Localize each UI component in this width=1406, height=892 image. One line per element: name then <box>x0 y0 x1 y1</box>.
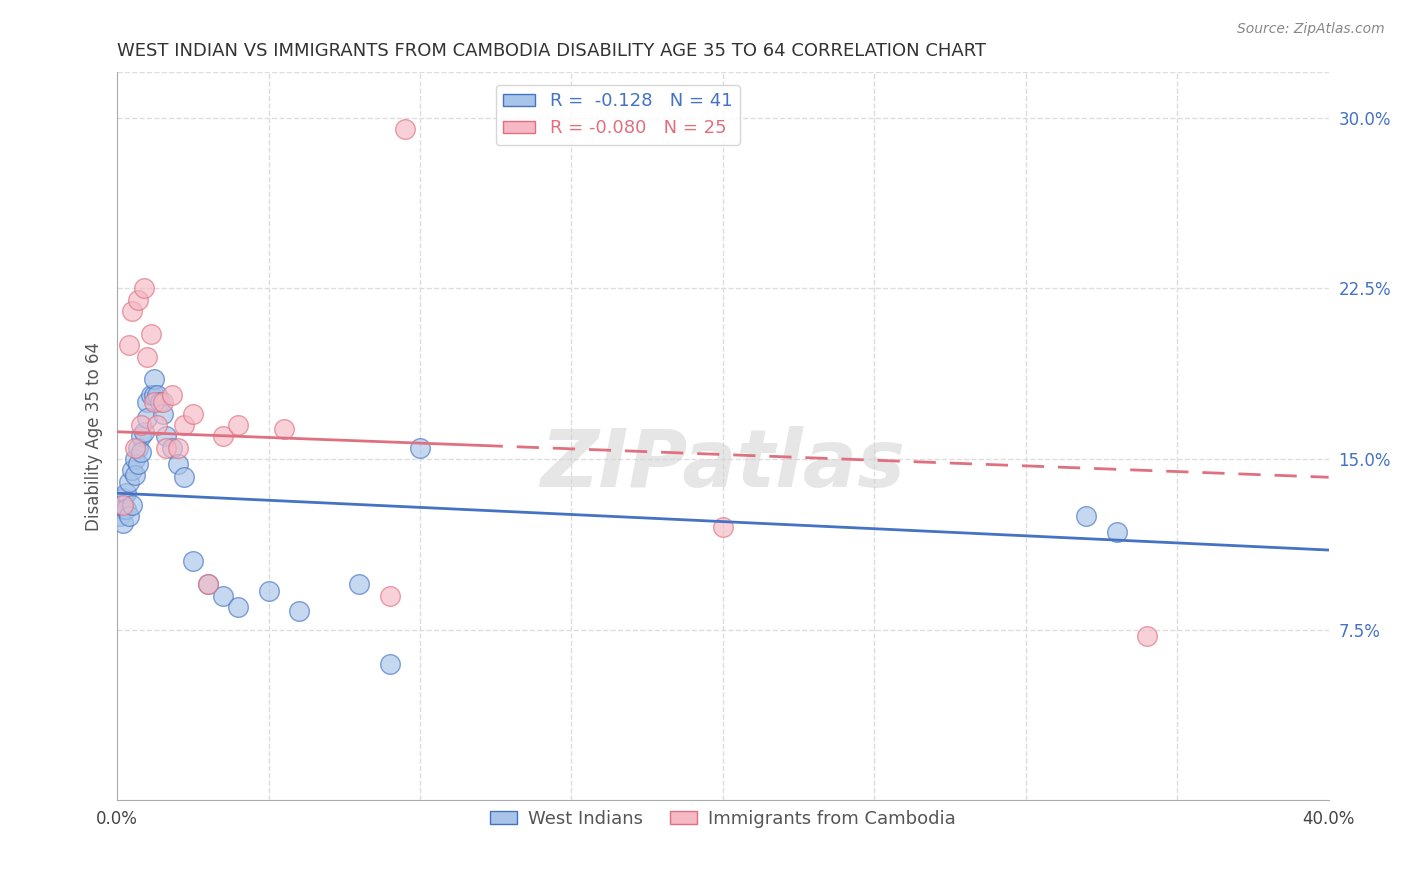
Point <box>115 486 138 500</box>
Point <box>173 417 195 432</box>
Point <box>139 388 162 402</box>
Point <box>273 423 295 437</box>
Point <box>121 463 143 477</box>
Point <box>181 554 204 568</box>
Point <box>155 429 177 443</box>
Point <box>118 475 141 489</box>
Point <box>124 452 146 467</box>
Point <box>134 281 156 295</box>
Point <box>127 293 149 307</box>
Text: WEST INDIAN VS IMMIGRANTS FROM CAMBODIA DISABILITY AGE 35 TO 64 CORRELATION CHAR: WEST INDIAN VS IMMIGRANTS FROM CAMBODIA … <box>117 42 987 60</box>
Point <box>131 445 153 459</box>
Point <box>228 599 250 614</box>
Point <box>124 441 146 455</box>
Point <box>134 425 156 439</box>
Point <box>409 441 432 455</box>
Point <box>197 577 219 591</box>
Point <box>212 429 235 443</box>
Point <box>228 417 250 432</box>
Point <box>142 388 165 402</box>
Text: ZIPatlas: ZIPatlas <box>540 426 905 505</box>
Point <box>121 304 143 318</box>
Text: Source: ZipAtlas.com: Source: ZipAtlas.com <box>1237 22 1385 37</box>
Point <box>181 407 204 421</box>
Point <box>152 395 174 409</box>
Point <box>166 441 188 455</box>
Point <box>212 589 235 603</box>
Point <box>288 604 311 618</box>
Point <box>145 417 167 432</box>
Point <box>145 388 167 402</box>
Point <box>112 502 135 516</box>
Point <box>127 457 149 471</box>
Point <box>149 395 172 409</box>
Point <box>142 372 165 386</box>
Point <box>127 441 149 455</box>
Point <box>257 584 280 599</box>
Point <box>118 338 141 352</box>
Point <box>1076 508 1098 523</box>
Point <box>139 326 162 341</box>
Point <box>131 417 153 432</box>
Point <box>173 470 195 484</box>
Point <box>378 589 401 603</box>
Point <box>378 657 401 671</box>
Point <box>112 491 135 505</box>
Point <box>160 388 183 402</box>
Point <box>160 441 183 455</box>
Point <box>711 520 734 534</box>
Point <box>152 407 174 421</box>
Point <box>110 508 132 523</box>
Point <box>112 516 135 530</box>
Point <box>118 508 141 523</box>
Point <box>349 577 371 591</box>
Point <box>112 498 135 512</box>
Point <box>197 577 219 591</box>
Point <box>136 411 159 425</box>
Point <box>124 467 146 482</box>
Point <box>142 395 165 409</box>
Point <box>1105 524 1128 539</box>
Point <box>155 441 177 455</box>
Point <box>110 498 132 512</box>
Y-axis label: Disability Age 35 to 64: Disability Age 35 to 64 <box>86 342 103 531</box>
Point <box>136 395 159 409</box>
Point <box>394 122 416 136</box>
Point <box>131 429 153 443</box>
Legend: West Indians, Immigrants from Cambodia: West Indians, Immigrants from Cambodia <box>482 803 963 835</box>
Point <box>1136 630 1159 644</box>
Point <box>115 502 138 516</box>
Point <box>136 350 159 364</box>
Point <box>121 498 143 512</box>
Point <box>166 457 188 471</box>
